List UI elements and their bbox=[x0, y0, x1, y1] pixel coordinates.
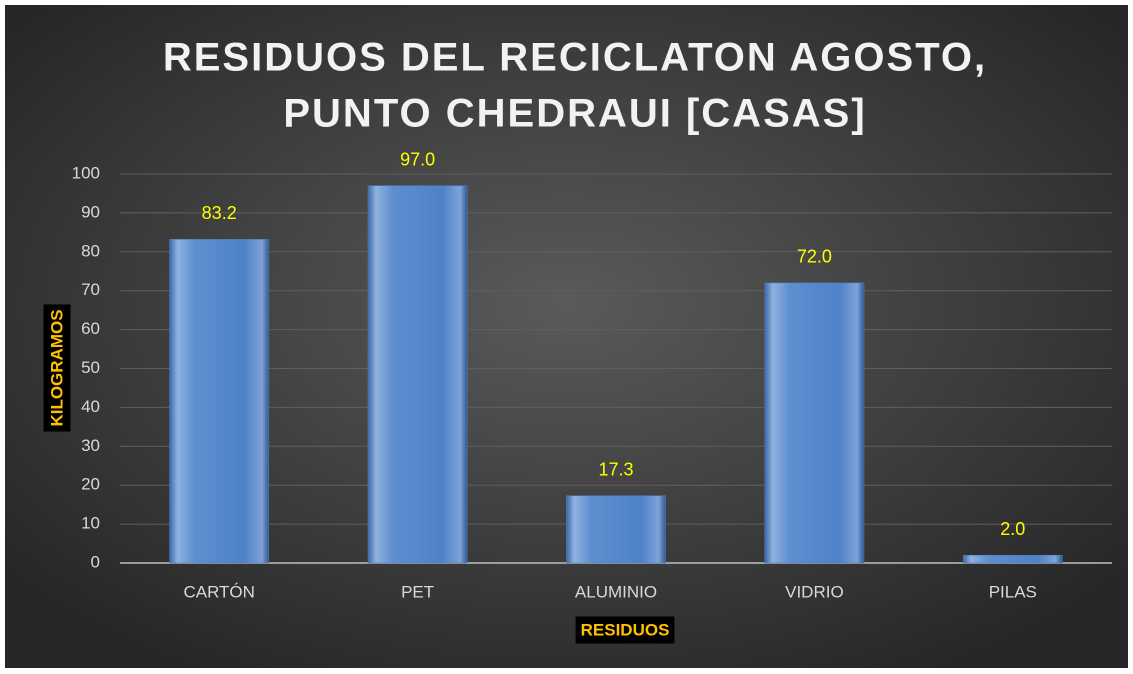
chart-title: PUNTO CHEDRAUI [CASAS] bbox=[283, 92, 866, 136]
value-label: 97.0 bbox=[400, 149, 435, 169]
x-tick-label: ALUMINIO bbox=[575, 582, 657, 601]
y-tick-label: 80 bbox=[81, 241, 100, 260]
x-tick-label: CARTÓN bbox=[183, 582, 254, 601]
x-tick-label: VIDRIO bbox=[785, 582, 844, 601]
y-tick-label: 70 bbox=[81, 280, 100, 299]
y-axis-title-group: KILOGRAMOS bbox=[43, 304, 71, 432]
y-tick-label: 20 bbox=[81, 475, 100, 494]
x-tick-label: PET bbox=[401, 582, 434, 601]
y-tick-label: 90 bbox=[81, 202, 100, 221]
bar bbox=[962, 554, 1063, 564]
y-tick-label: 50 bbox=[81, 358, 100, 377]
value-label: 83.2 bbox=[202, 203, 237, 223]
x-axis-title: RESIDUOS bbox=[581, 620, 670, 639]
value-label: 72.0 bbox=[797, 247, 832, 267]
x-axis-title-group: RESIDUOS bbox=[575, 616, 675, 644]
y-tick-label: 30 bbox=[81, 436, 100, 455]
y-tick-label: 100 bbox=[72, 163, 100, 182]
y-tick-label: 0 bbox=[91, 552, 100, 571]
value-label: 2.0 bbox=[1000, 519, 1025, 539]
y-axis-title-box bbox=[43, 304, 71, 432]
value-label: 17.3 bbox=[598, 459, 633, 479]
y-tick-label: 40 bbox=[81, 397, 100, 416]
bar bbox=[367, 185, 468, 564]
y-tick-label: 60 bbox=[81, 319, 100, 338]
x-axis-title-box bbox=[575, 616, 675, 644]
bar bbox=[566, 495, 666, 564]
chart-title: RESIDUOS DEL RECICLATON AGOSTO, bbox=[163, 36, 987, 80]
x-tick-label: PILAS bbox=[989, 582, 1037, 601]
bar bbox=[764, 282, 865, 564]
y-axis-title: KILOGRAMOS bbox=[47, 309, 66, 426]
bar bbox=[169, 239, 270, 564]
y-tick-label: 10 bbox=[81, 514, 100, 533]
